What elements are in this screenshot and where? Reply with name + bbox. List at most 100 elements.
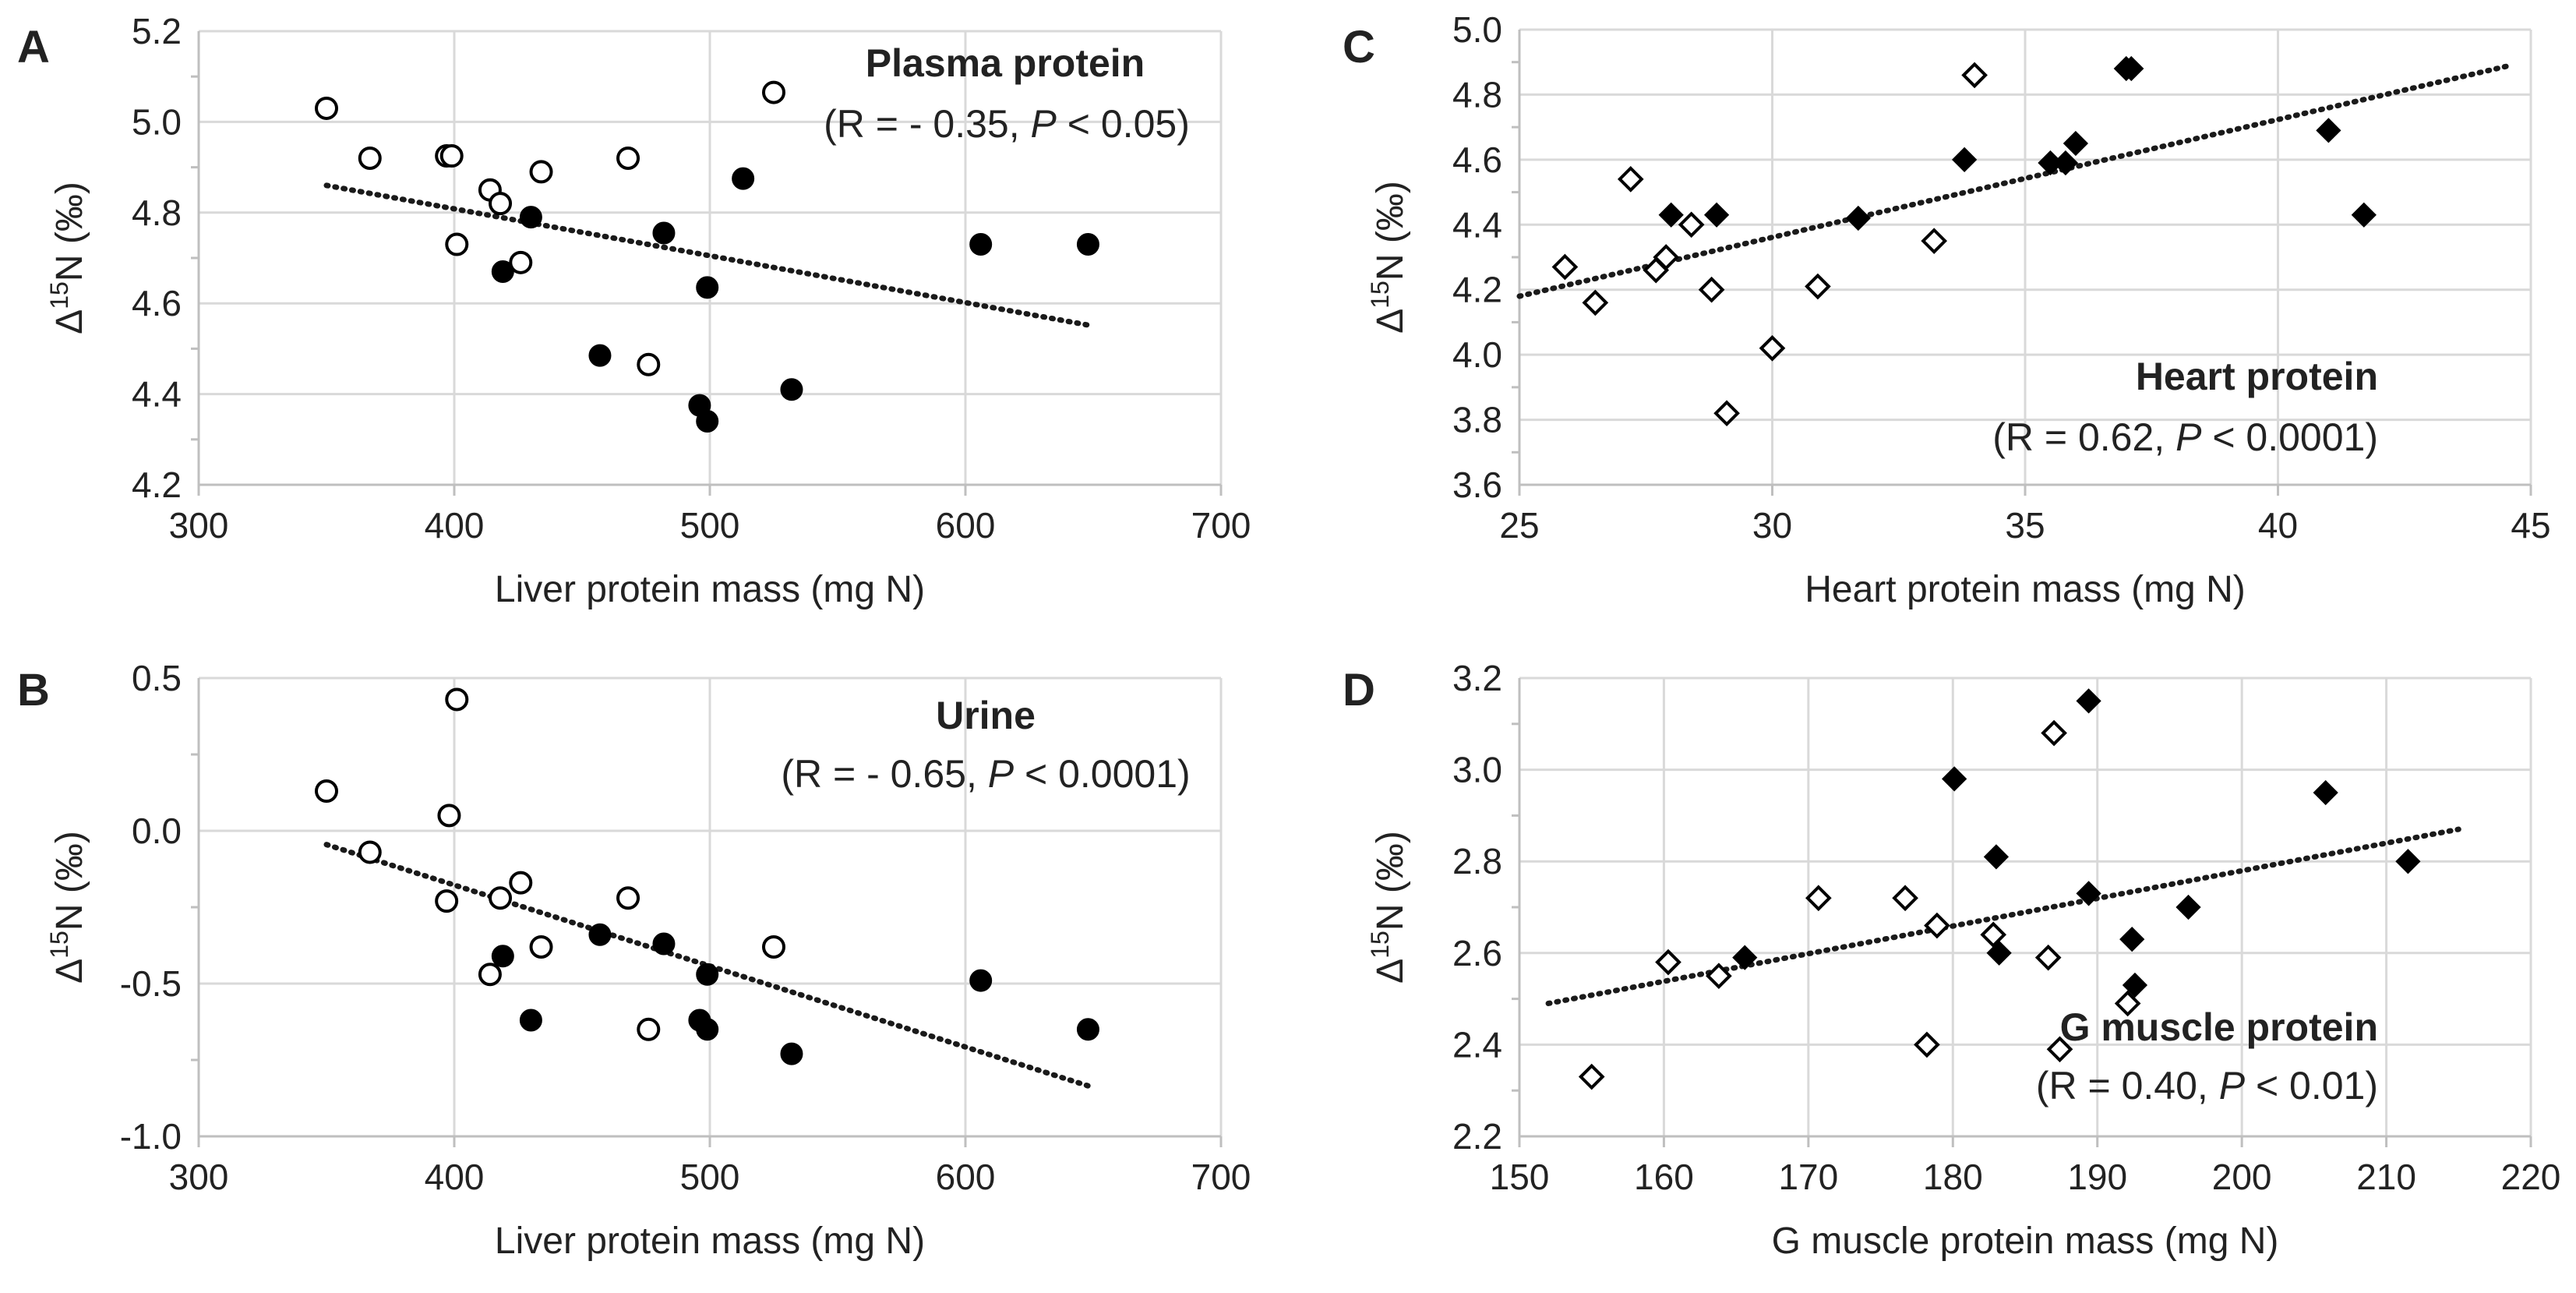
open-diamond-point <box>1961 62 1988 89</box>
y-axis-title-delta: Δ <box>49 309 90 334</box>
filled-circle-point <box>732 167 755 190</box>
x-tick-label: 200 <box>2212 1157 2272 1197</box>
stat-p-symbol: P <box>1031 102 1057 146</box>
filled-diamond-point <box>2063 130 2089 157</box>
x-tick-label: 170 <box>1778 1157 1838 1197</box>
filled-circle-point <box>780 1042 803 1065</box>
y-tick-label: 0.0 <box>132 811 182 851</box>
y-tick-label: 4.8 <box>1452 74 1502 115</box>
open-diamond-point <box>1582 289 1609 316</box>
y-tick-label: 4.8 <box>132 193 182 233</box>
open-diamond-point <box>1698 276 1725 303</box>
filled-circle-point <box>696 1018 719 1041</box>
filled-diamond-point <box>2313 779 2338 806</box>
filled-circle-point <box>1076 1018 1099 1041</box>
x-tick-label: 45 <box>2511 505 2550 546</box>
filled-diamond-point <box>2351 202 2377 228</box>
y-tick-label: -1.0 <box>120 1116 182 1157</box>
open-diamond-point <box>2046 1036 2073 1063</box>
open-diamond-point <box>1980 921 2007 949</box>
x-tick-label: 180 <box>1923 1157 1983 1197</box>
x-tick-label: 160 <box>1634 1157 1694 1197</box>
filled-diamond-point <box>2316 118 2341 143</box>
y-axis-title-superscript: 15 <box>1366 931 1394 959</box>
open-diamond-point <box>1759 334 1786 362</box>
open-diamond-point <box>1914 1031 1940 1058</box>
filled-diamond-point <box>1703 202 1730 228</box>
x-tick-label: 220 <box>2501 1157 2561 1197</box>
stat-p-value: < 0.01) <box>2245 1064 2378 1108</box>
filled-diamond-point <box>2122 972 2148 998</box>
open-diamond-point <box>2114 990 2141 1017</box>
stat-r-value: (R = - 0.65, <box>781 752 987 796</box>
y-tick-label: 2.8 <box>1452 841 1502 881</box>
y-tick-label: 2.4 <box>1452 1024 1502 1065</box>
stat-p-symbol: P <box>2219 1064 2246 1108</box>
y-tick-label: 4.6 <box>132 283 182 323</box>
panel-letter: A <box>17 22 50 72</box>
annotation-statistics: (R = - 0.35, P < 0.05) <box>824 102 1190 146</box>
open-circle-point <box>762 934 785 959</box>
open-circle-point <box>315 96 338 120</box>
open-diamond-point <box>1655 949 1681 976</box>
open-diamond-point <box>1924 912 1950 939</box>
filled-circle-point <box>652 932 676 956</box>
x-tick-label: 300 <box>169 505 229 546</box>
filled-diamond-point <box>1986 940 2012 966</box>
filled-circle-point <box>588 923 612 946</box>
x-tick-label: 500 <box>680 1157 740 1197</box>
filled-diamond-point <box>2175 894 2201 920</box>
y-tick-label: 5.0 <box>1452 9 1502 50</box>
filled-circle-point <box>780 378 803 401</box>
y-tick-label: 2.6 <box>1452 933 1502 973</box>
stat-p-value: < 0.05) <box>1057 102 1190 146</box>
y-axis-title-rest: N (‰) <box>1370 831 1411 931</box>
y-axis-title-superscript: 15 <box>1366 281 1394 309</box>
annotation-title: Heart protein <box>2136 355 2378 398</box>
y-tick-label: 4.4 <box>132 374 182 415</box>
x-tick-label: 40 <box>2258 505 2298 546</box>
x-tick-label: 400 <box>425 505 485 546</box>
filled-circle-point <box>491 945 514 968</box>
filled-diamond-point <box>2076 688 2101 714</box>
x-tick-label: 30 <box>1752 505 1792 546</box>
x-tick-label: 300 <box>169 1157 229 1197</box>
open-diamond-point <box>1678 211 1705 238</box>
y-tick-label: 4.0 <box>1452 334 1502 375</box>
open-circle-point <box>509 871 533 895</box>
y-axis-title: Δ15N (‰) <box>1366 181 1411 334</box>
filled-circle-point <box>696 276 719 299</box>
x-axis-title: G muscle protein mass (mg N) <box>1772 1221 2279 1262</box>
open-diamond-point <box>1551 253 1579 281</box>
filled-diamond-point <box>2395 849 2421 874</box>
filled-diamond-point <box>2076 881 2101 906</box>
open-diamond-point <box>1805 273 1831 300</box>
stat-r-value: (R = - 0.35, <box>824 102 1030 146</box>
filled-diamond-point <box>2119 55 2144 82</box>
y-axis-title-delta: Δ <box>49 959 90 984</box>
y-tick-label: 5.2 <box>132 11 182 51</box>
y-tick-label: 4.6 <box>1452 140 1502 180</box>
filled-diamond-point <box>1951 147 1978 172</box>
y-axis-title-delta: Δ <box>1370 309 1411 334</box>
panel-c: 3.6 3.8 4.0 4.2 4.4 4.6 4.8 5.0 25 30 35 40 45 Heart … <box>1343 9 2551 610</box>
y-axis-title: Δ15N (‰) <box>45 831 90 984</box>
y-tick-label: 4.2 <box>1452 270 1502 310</box>
y-tick-label: 3.2 <box>1452 658 1502 698</box>
filled-circle-point <box>969 969 993 992</box>
open-circle-point <box>509 250 533 274</box>
filled-diamond-point <box>1658 202 1684 228</box>
y-axis-title: Δ15N (‰) <box>1366 831 1411 984</box>
x-tick-label: 35 <box>2005 505 2045 546</box>
panel-a: 4.2 4.4 4.6 4.8 5.0 5.2 300 400 500 600 700 Liver p… <box>17 11 1251 610</box>
y-tick-label: 4.4 <box>1452 204 1502 245</box>
open-circle-point <box>435 889 459 913</box>
x-axis-title: Heart protein mass (mg N) <box>1805 569 2245 610</box>
x-axis-title: Liver protein mass (mg N) <box>495 1221 925 1262</box>
filled-diamond-point <box>2052 150 2079 176</box>
annotation-title: G muscle protein <box>2060 1005 2378 1049</box>
x-axis-title: Liver protein mass (mg N) <box>495 569 925 610</box>
filled-circle-point <box>696 410 719 433</box>
open-circle-point <box>437 804 461 828</box>
filled-circle-point <box>1076 233 1099 256</box>
